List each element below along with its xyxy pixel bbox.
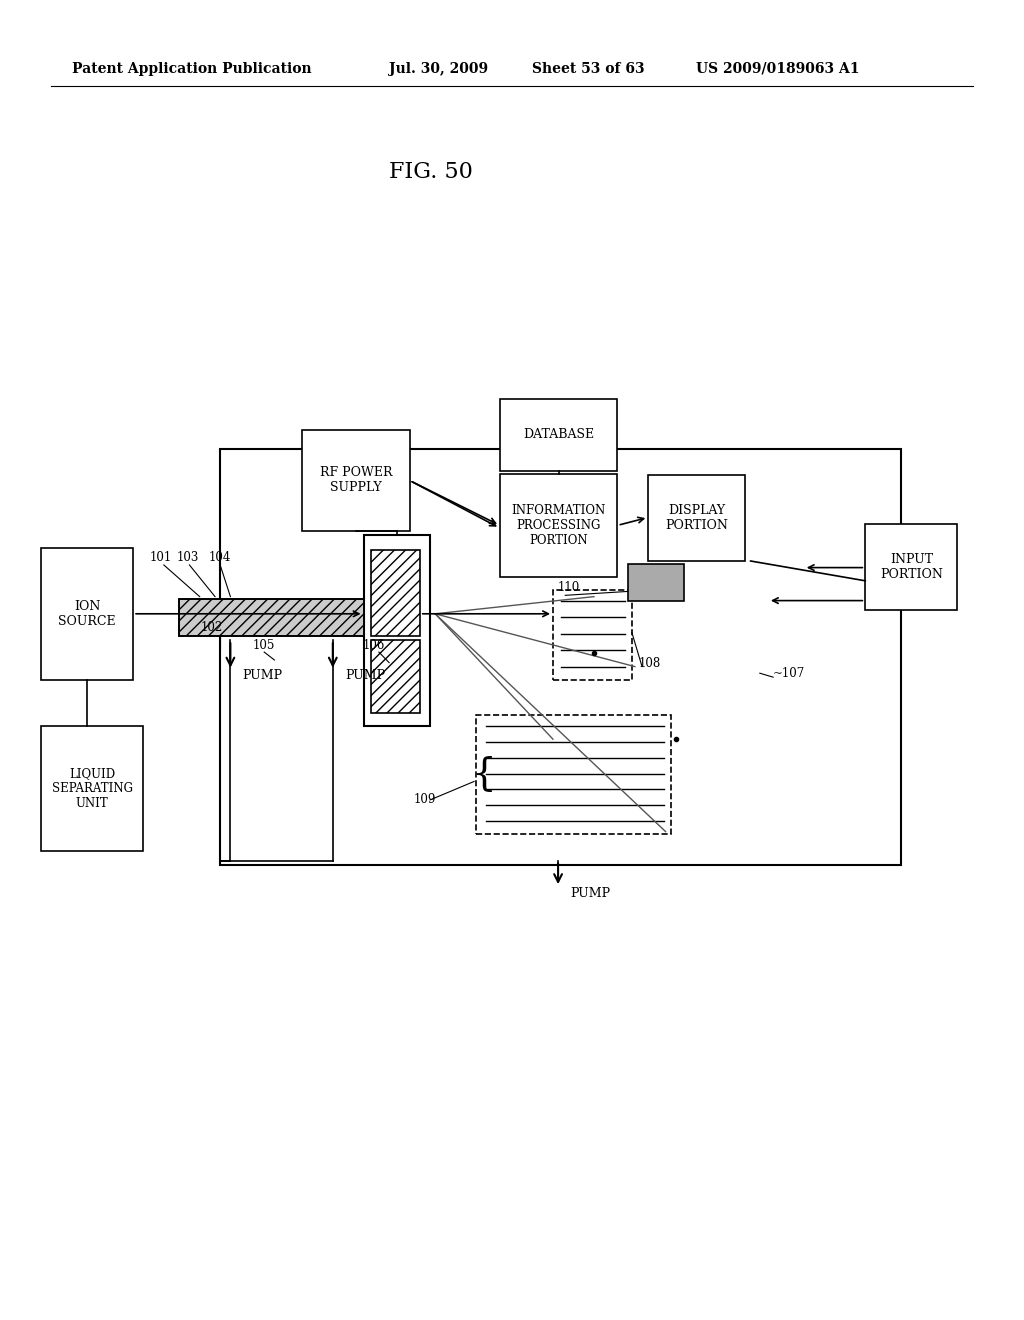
Text: 106: 106 [362,639,385,652]
Text: RF POWER
SUPPLY: RF POWER SUPPLY [319,466,392,495]
FancyBboxPatch shape [648,475,745,561]
FancyBboxPatch shape [476,715,671,834]
Text: PUMP: PUMP [570,887,610,900]
Text: ION
SOURCE: ION SOURCE [58,599,116,628]
Text: 108: 108 [639,656,662,669]
Text: LIQUID
SEPARATING
UNIT: LIQUID SEPARATING UNIT [51,767,133,810]
FancyBboxPatch shape [371,640,420,713]
FancyBboxPatch shape [220,449,901,865]
FancyBboxPatch shape [628,564,684,601]
Text: 105: 105 [253,639,275,652]
Text: 101: 101 [150,550,172,564]
FancyBboxPatch shape [865,524,957,610]
Text: Patent Application Publication: Patent Application Publication [72,62,311,75]
Text: 109: 109 [414,792,436,805]
Text: 103: 103 [176,550,199,564]
Text: INPUT
PORTION: INPUT PORTION [880,553,943,581]
FancyBboxPatch shape [302,430,410,531]
FancyBboxPatch shape [41,548,133,680]
FancyBboxPatch shape [41,726,143,851]
FancyBboxPatch shape [371,550,420,636]
Text: ~107: ~107 [772,667,805,680]
FancyBboxPatch shape [500,474,617,577]
Text: {: { [471,756,496,793]
FancyBboxPatch shape [179,599,364,636]
Text: Jul. 30, 2009: Jul. 30, 2009 [389,62,488,75]
Text: 102: 102 [201,620,223,634]
Text: INFORMATION
PROCESSING
PORTION: INFORMATION PROCESSING PORTION [511,504,606,546]
FancyBboxPatch shape [500,399,617,471]
Text: DISPLAY
PORTION: DISPLAY PORTION [666,504,728,532]
Text: Sheet 53 of 63: Sheet 53 of 63 [532,62,645,75]
Text: DATABASE: DATABASE [523,429,594,441]
Text: FIG. 50: FIG. 50 [389,161,473,182]
Text: US 2009/0189063 A1: US 2009/0189063 A1 [696,62,860,75]
Text: PUMP: PUMP [243,669,283,682]
Text: PUMP: PUMP [345,669,385,682]
FancyBboxPatch shape [553,590,632,680]
Text: 110: 110 [557,581,580,594]
Text: 104: 104 [209,550,231,564]
